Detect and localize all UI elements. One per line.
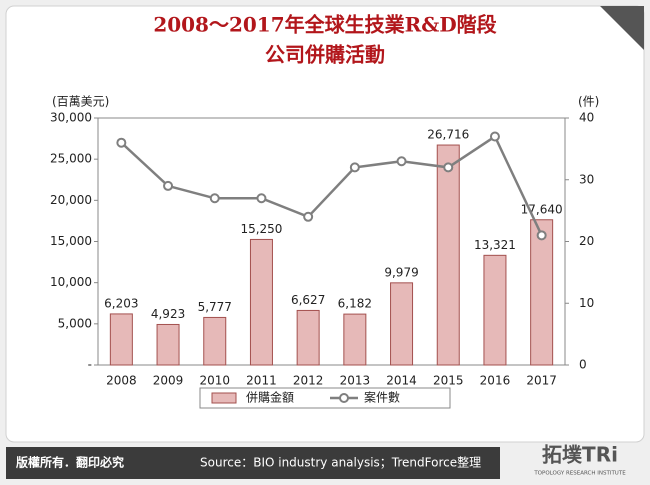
y-tick-label: - bbox=[88, 358, 92, 372]
marker bbox=[349, 162, 360, 173]
data-label: 6,627 bbox=[291, 293, 325, 307]
source: Source：BIO industry analysis；TrendForce整… bbox=[200, 455, 481, 470]
bar bbox=[203, 316, 227, 366]
legend-label: 案件數 bbox=[364, 390, 400, 405]
marker bbox=[536, 230, 547, 241]
x-tick-label: 2012 bbox=[293, 374, 324, 388]
legend-box bbox=[199, 387, 451, 409]
footer-bar bbox=[6, 447, 500, 479]
x-tick-label: 2017 bbox=[526, 374, 557, 388]
y-axis-label: (百萬美元) bbox=[52, 95, 109, 109]
line bbox=[120, 134, 543, 236]
corner bbox=[600, 6, 644, 50]
logo: 拓墣TRi bbox=[542, 443, 618, 467]
bar bbox=[343, 313, 367, 366]
x-tick-label: 2013 bbox=[340, 374, 371, 388]
marker bbox=[396, 156, 407, 167]
x-tick-label: 2011 bbox=[246, 374, 277, 388]
y2-tick-label: 10 bbox=[579, 296, 594, 310]
x-tick-label: 2008 bbox=[106, 374, 137, 388]
marker bbox=[209, 193, 220, 204]
data-label: 15,250 bbox=[240, 222, 282, 236]
x-tick-label: 2010 bbox=[199, 374, 230, 388]
data-label: 6,182 bbox=[338, 297, 372, 311]
chart-title: 2008～2017年全球生技業R&D階段 bbox=[153, 13, 496, 37]
y-tick-label: 15,000 bbox=[50, 234, 92, 248]
data-label: 4,923 bbox=[151, 307, 185, 321]
y-tick-label: 25,000 bbox=[50, 152, 92, 166]
data-label: 26,716 bbox=[427, 128, 469, 142]
y2-tick-label: 30 bbox=[579, 172, 594, 186]
x-tick-label: 2014 bbox=[386, 374, 417, 388]
data-label: 9,979 bbox=[384, 265, 418, 279]
data-label: 13,321 bbox=[474, 238, 516, 252]
y-tick-label: 20,000 bbox=[50, 193, 92, 207]
marker bbox=[443, 162, 454, 173]
y2-axis-label: (件) bbox=[578, 95, 599, 109]
legend-swatch bbox=[211, 392, 237, 404]
data-label: 6,203 bbox=[104, 296, 138, 310]
x-tick-label: 2009 bbox=[153, 374, 184, 388]
y2-tick-label: 20 bbox=[579, 234, 594, 248]
marker bbox=[163, 180, 174, 191]
y-tick-label: 10,000 bbox=[50, 275, 92, 289]
bar bbox=[436, 144, 460, 366]
bar bbox=[249, 238, 273, 366]
bar bbox=[530, 219, 554, 366]
bar bbox=[296, 309, 320, 366]
y2-tick-label: 0 bbox=[579, 358, 587, 372]
y-tick-label: 5,000 bbox=[58, 316, 92, 330]
data-label: 5,777 bbox=[198, 300, 232, 314]
x-tick-label: 2016 bbox=[480, 374, 511, 388]
bar bbox=[156, 323, 180, 366]
marker bbox=[116, 137, 127, 148]
x-tick-label: 2015 bbox=[433, 374, 464, 388]
legend-swatch bbox=[339, 393, 349, 403]
chart-title: 公司併購活動 bbox=[265, 43, 385, 67]
marker bbox=[303, 211, 314, 222]
y-tick-label: 30,000 bbox=[50, 111, 92, 125]
marker bbox=[256, 193, 267, 204]
bar bbox=[109, 313, 133, 366]
copyright: 版權所有．翻印必究 bbox=[16, 455, 124, 470]
y2-tick-label: 40 bbox=[579, 111, 594, 125]
logo-sub: TOPOLOGY RESEARCH INSTITUTE bbox=[533, 471, 626, 477]
legend-label: 併購金額 bbox=[246, 390, 294, 405]
bar bbox=[390, 282, 414, 366]
bar bbox=[483, 254, 507, 366]
marker bbox=[489, 131, 500, 142]
